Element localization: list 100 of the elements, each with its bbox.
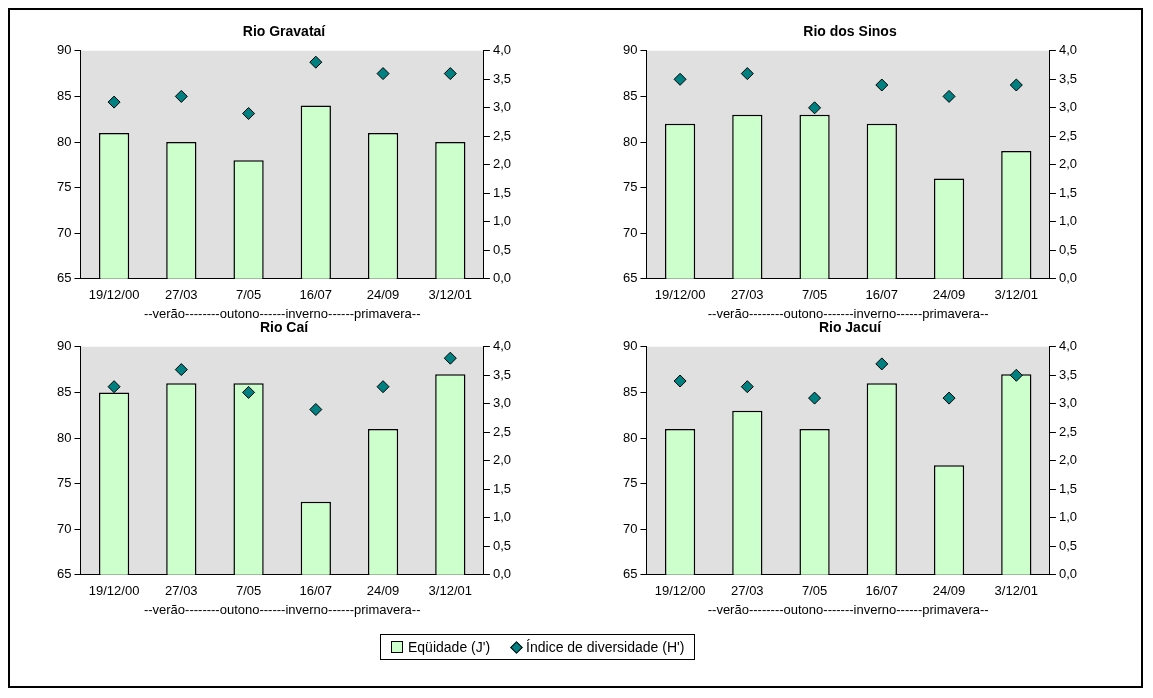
point [174, 363, 188, 377]
point [376, 380, 390, 394]
x-tick-label: 27/03 [165, 583, 198, 599]
y-tick-label: 90 [56, 42, 72, 58]
y2-tick-label: 3,5 [492, 366, 512, 382]
x-tick-label: 16/07 [865, 583, 899, 599]
y-tick-label: 80 [56, 429, 72, 445]
point [174, 89, 188, 103]
x-tick-label: 27/03 [731, 583, 764, 599]
y-tick-label: 75 [56, 475, 72, 491]
y2-tick-label: 2,0 [1058, 452, 1078, 468]
y2-tick-label: 4,0 [492, 338, 512, 354]
x-tick-label: 7/05 [235, 583, 262, 599]
point [808, 101, 822, 115]
x-axis-title: --verão--------outono------inverno------primavera-- [143, 305, 421, 321]
y-tick-label: 80 [622, 429, 638, 445]
x-tick-label: 7/05 [801, 583, 828, 599]
point [673, 374, 687, 388]
chart-title: Rio Caí [259, 319, 310, 336]
y2-tick-label: 1,0 [1058, 509, 1078, 525]
y-tick-label: 70 [56, 520, 72, 536]
x-tick-label: 16/07 [299, 583, 333, 599]
y2-tick-label: 1,0 [492, 509, 512, 525]
y-tick-label: 80 [56, 133, 72, 149]
chart-title: Rio dos Sinos [803, 23, 897, 40]
point [443, 67, 457, 81]
x-tick-label: 24/09 [932, 583, 966, 599]
y-tick-label: 90 [622, 42, 638, 58]
y2-tick-label: 3,0 [1058, 395, 1078, 411]
point [443, 351, 457, 365]
x-tick-label: 3/12/01 [428, 583, 472, 599]
y2-tick-label: 2,0 [1058, 156, 1078, 172]
x-tick-label: 19/12/00 [654, 287, 706, 303]
y-tick-label: 75 [622, 179, 638, 195]
y2-tick-label: 2,5 [492, 127, 512, 143]
y-tick-label: 90 [622, 338, 638, 354]
y-tick-label: 75 [56, 179, 72, 195]
y2-tick-label: 4,0 [492, 42, 512, 58]
y-tick-label: 75 [622, 475, 638, 491]
point [942, 391, 956, 405]
x-tick-label: 24/09 [932, 287, 966, 303]
point [242, 107, 256, 120]
y2-tick-label: 2,0 [492, 452, 512, 468]
legend-label: Índice de diversidade (H') [526, 639, 685, 655]
y2-tick-label: 3,0 [492, 99, 512, 115]
y-tick-label: 85 [622, 383, 638, 399]
x-tick-label: 19/12/00 [654, 583, 706, 599]
y2-tick-label: 1,0 [1058, 213, 1078, 229]
y-tick-label: 90 [56, 338, 72, 354]
point [1009, 368, 1023, 382]
y2-tick-label: 3,0 [1058, 99, 1078, 115]
point [808, 391, 822, 405]
y2-tick-label: 0,5 [1058, 241, 1078, 257]
y-tick-label: 65 [56, 566, 72, 582]
point [107, 380, 121, 394]
y-tick-label: 80 [622, 133, 638, 149]
point [875, 357, 889, 371]
y2-tick-label: 0,0 [492, 566, 512, 582]
x-axis-title: --verão--------outono-------inverno------primavera-- [707, 601, 989, 617]
y-tick-label: 85 [622, 87, 638, 103]
y2-tick-label: 2,5 [492, 423, 512, 439]
y2-tick-label: 2,5 [1058, 423, 1078, 439]
y2-tick-label: 4,0 [1058, 42, 1078, 58]
point [740, 380, 754, 394]
point [942, 89, 956, 103]
y2-tick-label: 2,5 [1058, 127, 1078, 143]
point [740, 67, 754, 81]
point [673, 72, 687, 86]
point [1009, 78, 1023, 92]
x-tick-label: 3/12/01 [994, 287, 1038, 303]
point [376, 67, 390, 81]
x-tick-label: 3/12/01 [994, 583, 1038, 599]
y2-tick-label: 0,5 [1058, 537, 1078, 553]
x-axis-title: --verão--------outono-------inverno------primavera-- [707, 305, 989, 321]
x-tick-label: 27/03 [165, 287, 198, 303]
y2-tick-label: 1,5 [1058, 184, 1078, 200]
x-tick-label: 16/07 [865, 287, 899, 303]
y-tick-label: 65 [622, 566, 638, 582]
y-tick-label: 85 [56, 87, 72, 103]
y2-tick-label: 1,5 [1058, 480, 1078, 496]
y2-tick-label: 0,5 [492, 537, 512, 553]
y-tick-label: 85 [56, 383, 72, 399]
y2-tick-label: 3,5 [1058, 366, 1078, 382]
y2-tick-label: 0,0 [1058, 566, 1078, 582]
y2-tick-label: 3,0 [492, 395, 512, 411]
point [875, 78, 889, 92]
point [107, 95, 121, 109]
y2-tick-label: 3,5 [1058, 70, 1078, 86]
x-axis-title: --verão--------outono------inverno------primavera-- [143, 601, 421, 617]
y2-tick-label: 1,0 [492, 213, 512, 229]
x-tick-label: 16/07 [299, 287, 333, 303]
y2-tick-label: 4,0 [1058, 338, 1078, 354]
legend-label: Eqüidade (J') [408, 639, 491, 655]
x-tick-label: 19/12/00 [88, 583, 140, 599]
y2-tick-label: 1,5 [492, 184, 512, 200]
point [309, 403, 323, 416]
chart-title: Rio Jacuí [818, 319, 883, 336]
y2-tick-label: 1,5 [492, 480, 512, 496]
y2-tick-label: 0,0 [492, 270, 512, 286]
y-tick-label: 65 [622, 270, 638, 286]
